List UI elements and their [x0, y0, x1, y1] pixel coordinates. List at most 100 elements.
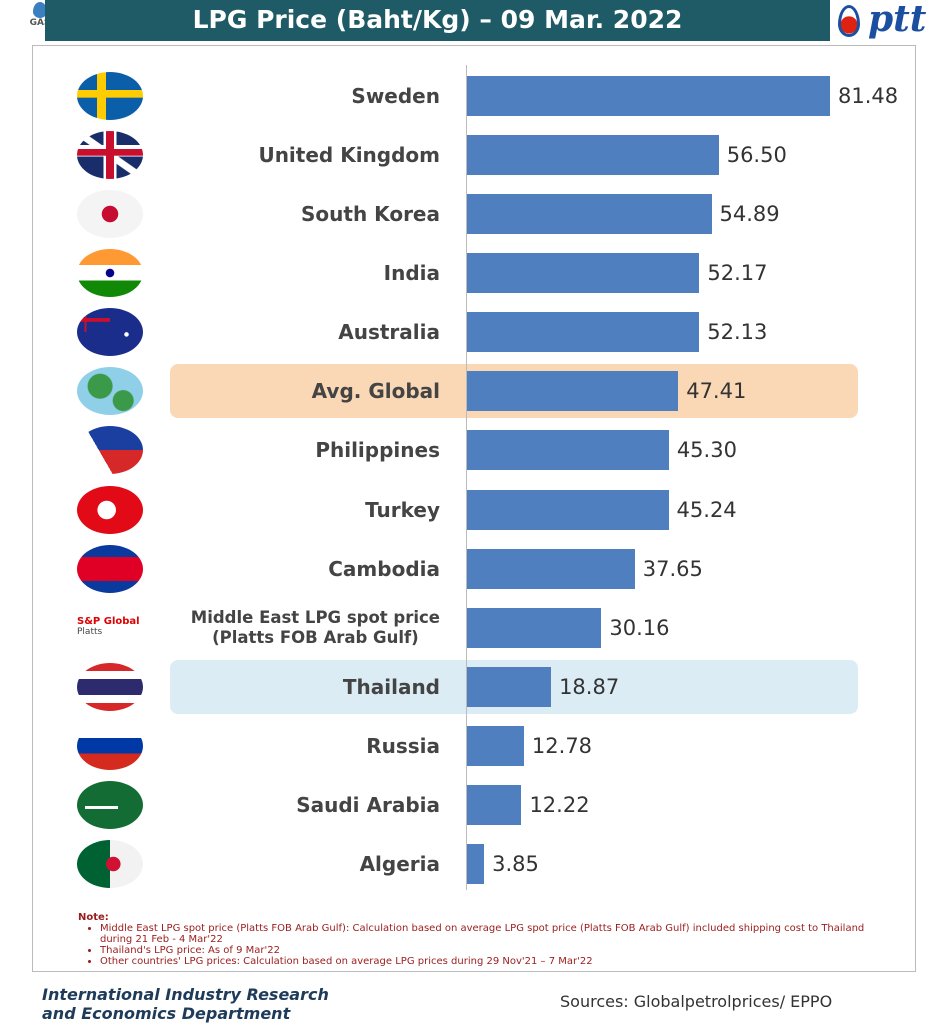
- category-label-line: Saudi Arabia: [296, 792, 440, 817]
- bar: [467, 489, 669, 530]
- category-label-line: (Platts FOB Arab Gulf): [212, 627, 419, 647]
- value-label: 37.65: [642, 556, 703, 581]
- category-label-line: United Kingdom: [258, 143, 440, 168]
- chart-panel: [32, 45, 916, 972]
- bar: [467, 784, 522, 825]
- flag-icon: [77, 721, 143, 770]
- value-label: 12.78: [531, 733, 593, 758]
- bar-row: S&P Global Platts Middle East LPG spot pri…: [0, 606, 948, 650]
- flag-icon: [77, 662, 143, 711]
- flag-icon: [77, 367, 143, 416]
- value-label: 52.13: [707, 320, 768, 345]
- category-label-line: Philippines: [315, 438, 440, 463]
- value-label: 45.24: [676, 497, 737, 522]
- category-label: Middle East LPG spot price (Platts FOB Ar…: [191, 608, 440, 652]
- flag-icon: [77, 485, 143, 534]
- sources: Sources: Globalpetrolprices/ EPPO: [560, 992, 833, 1011]
- flag-icon: [77, 190, 143, 239]
- category-label-line: Middle East LPG spot price: [190, 607, 440, 627]
- value-label: 3.85: [492, 852, 539, 877]
- category-label-line: India: [383, 261, 440, 286]
- value-label: 18.87: [559, 674, 620, 699]
- bar-row: Australia 52.13: [0, 308, 948, 357]
- category-label: Turkey: [365, 488, 440, 532]
- value-label: 12.22: [529, 792, 590, 817]
- bar: [467, 312, 700, 353]
- bar: [467, 76, 830, 116]
- category-label-line: Sweden: [351, 84, 440, 108]
- category-label-line: Turkey: [365, 497, 440, 522]
- bar-row: Turkey 45.24: [0, 485, 948, 534]
- note-item: Thailand's LPG price: As of 9 Mar'22: [100, 945, 878, 956]
- bar-row: Russia 12.78: [0, 721, 948, 770]
- department-line-2: and Economics Department: [42, 1004, 291, 1023]
- value-label: 47.41: [686, 379, 747, 404]
- category-label: Cambodia: [328, 547, 440, 591]
- department-name: International Industry Research and Econo…: [42, 985, 329, 1023]
- value-label: 81.48: [838, 84, 899, 108]
- category-label-line: South Korea: [301, 202, 440, 227]
- category-label-line: Cambodia: [328, 556, 440, 581]
- bar: [467, 371, 679, 412]
- value-label: 54.89: [719, 202, 780, 227]
- bar-row: Saudi Arabia 12.22: [0, 780, 948, 829]
- flag-icon: [77, 72, 143, 120]
- category-label: Australia: [338, 310, 440, 354]
- flag-icon: [77, 249, 143, 298]
- flag-icon: [77, 131, 143, 180]
- bar-row: India 52.17: [0, 249, 948, 298]
- bar: [467, 194, 712, 235]
- y-axis-line: [466, 65, 467, 890]
- category-label-line: Australia: [338, 320, 440, 345]
- bar-row: Thailand 18.87: [0, 662, 948, 711]
- bar-row: Philippines 45.30: [0, 426, 948, 475]
- bar-row: Avg. Global 47.41: [0, 367, 948, 416]
- gas-drop-icon: [33, 2, 47, 18]
- gas-industry-logo: GAS: [20, 2, 60, 40]
- department-line-1: International Industry Research: [42, 985, 329, 1004]
- category-label: Avg. Global: [312, 369, 440, 413]
- platts-logo-line1: S&P Global: [77, 615, 140, 627]
- category-label-line: Russia: [366, 733, 440, 758]
- bar: [467, 135, 719, 176]
- value-label: 45.30: [676, 438, 737, 463]
- category-label: United Kingdom: [258, 133, 440, 177]
- value-label: 56.50: [726, 143, 787, 168]
- flag-icon: [77, 544, 143, 593]
- notes-title: Note:: [78, 912, 109, 923]
- flag-icon: [77, 308, 143, 357]
- ptt-logo-text: ptt: [868, 0, 927, 40]
- ptt-flame-icon: [838, 5, 860, 37]
- category-label: Philippines: [315, 428, 440, 472]
- value-label: 52.17: [707, 261, 768, 286]
- value-label: 30.16: [609, 615, 670, 640]
- bar: [467, 666, 552, 707]
- platts-logo: S&P Global Platts: [77, 604, 143, 652]
- category-label-line: Avg. Global: [311, 379, 440, 404]
- bar-row: Algeria 3.85: [0, 840, 948, 889]
- category-label: Russia: [366, 724, 440, 768]
- category-label: India: [384, 251, 440, 295]
- category-label: South Korea: [301, 192, 440, 236]
- category-label-line: Thailand: [342, 674, 440, 699]
- bar-row: South Korea 54.89: [0, 190, 948, 239]
- bar-row: United Kingdom 56.50: [0, 131, 948, 180]
- bar: [467, 430, 669, 471]
- ptt-logo: ptt: [838, 0, 948, 40]
- notes: Note: Middle East LPG spot price (Platts…: [78, 912, 878, 967]
- bar: [467, 844, 485, 885]
- category-label: Algeria: [360, 842, 440, 886]
- category-label: Saudi Arabia: [296, 783, 440, 827]
- note-item: Middle East LPG spot price (Platts FOB A…: [100, 923, 878, 945]
- flag-icon: [77, 780, 143, 829]
- bar: [467, 607, 602, 648]
- note-item: Other countries' LPG prices: Calculation…: [100, 956, 878, 967]
- bar: [467, 253, 700, 294]
- bar-row: Cambodia 37.65: [0, 544, 948, 593]
- bar-row: Sweden 81.48: [0, 72, 948, 120]
- page-title: LPG Price (Baht/Kg) – 09 Mar. 2022: [45, 0, 830, 41]
- bar: [467, 548, 635, 589]
- category-label: Thailand: [343, 665, 440, 709]
- category-label-line: Algeria: [359, 852, 440, 877]
- platts-logo-line2: Platts: [77, 626, 103, 637]
